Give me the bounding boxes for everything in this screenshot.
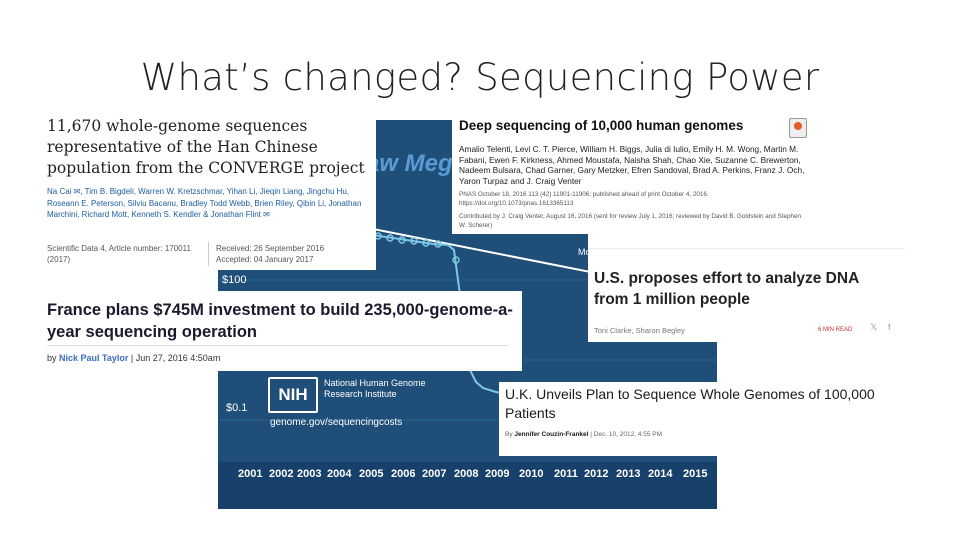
facebook-icon[interactable]: f [888,322,891,332]
deep-authors: Amalio Telenti, Levi C. T. Pierce, Willi… [459,144,805,186]
converge-article-card: 11,670 whole-genome sequences representa… [40,112,376,270]
nih-credit: NIH National Human Genome Research Insti… [268,375,444,437]
nih-url: genome.gov/sequencingcosts [270,417,403,428]
converge-journal-line: Scientific Data 4, Article number: 17001… [47,244,191,253]
x-tick: 2007 [422,468,447,480]
france-by: by [47,353,57,363]
x-tick: 2005 [359,468,384,480]
france-divider [47,345,509,346]
uk-title[interactable]: U.K. Unveils Plan to Sequence Whole Geno… [505,386,875,421]
x-tick: 2013 [616,468,641,480]
x-tick: 2010 [519,468,544,480]
deep-contributed: Contributed by J. Craig Venter, August 1… [459,213,801,229]
converge-dates: Received: 26 September 2016 Accepted: 04… [216,243,324,265]
converge-journal: Scientific Data 4, Article number: 17001… [47,243,191,265]
uk-author[interactable]: Jennifer Couzin-Frankel [514,431,589,438]
deep-citation: PNAS October 18, 2016 113 (42) 11901-119… [459,191,709,207]
deep-sequencing-card: Deep sequencing of 10,000 human genomes … [452,114,814,234]
x-tick: 2008 [454,468,479,480]
x-tick: 2012 [584,468,609,480]
converge-received: Received: 26 September 2016 [216,244,325,253]
x-tick: 2002 [269,468,294,480]
us-nav-strip [588,234,905,249]
x-axis [218,462,717,509]
france-byline: by Nick Paul Taylor | Jun 27, 2016 4:50a… [47,353,220,363]
us-byline[interactable]: Toni Clarke, Sharon Begley [594,326,685,335]
y-tick-100: $100 [222,274,247,286]
x-tick: 2006 [391,468,416,480]
x-tick: 2015 [683,468,708,480]
x-tick: 2001 [238,468,263,480]
france-author[interactable]: Nick Paul Taylor [59,353,129,363]
uk-date: Dec. 10, 2012, 4:55 PM [593,431,663,438]
x-tick: 2004 [327,468,352,480]
x-tick: 2011 [554,468,578,480]
y-tick-0-1: $0.1 [226,402,248,414]
twitter-icon[interactable]: 𝕏 [870,322,878,332]
pnas-badge-icon [789,118,807,138]
us-article-card: U.S. proposes effort to analyze DNA from… [588,234,905,342]
nih-logo: NIH [268,377,318,413]
x-tick: 2014 [648,468,673,480]
france-title[interactable]: France plans $745M investment to build 2… [47,301,513,341]
x-tick: 2009 [485,468,510,480]
us-read-time: 6 MIN READ [818,327,853,333]
converge-journal-year: (2017) [47,255,71,264]
converge-authors[interactable]: Na Cai ✉, Tim B. Bigdeli, Warren W. Kret… [47,187,362,219]
us-title[interactable]: U.S. proposes effort to analyze DNA from… [594,270,859,308]
x-tick: 2003 [297,468,322,480]
converge-title[interactable]: 11,670 whole-genome sequences representa… [47,117,365,177]
uk-by: By [505,431,513,438]
france-article-card: France plans $745M investment to build 2… [40,291,522,371]
deep-title[interactable]: Deep sequencing of 10,000 human genomes [459,118,744,133]
converge-accepted: Accepted: 04 January 2017 [216,255,314,264]
france-sep: | [130,353,136,363]
slide-title: What’s changed? Sequencing Power [140,56,820,99]
converge-divider [208,242,209,266]
uk-sep: | [590,431,594,438]
uk-article-card: U.K. Unveils Plan to Sequence Whole Geno… [499,382,881,456]
uk-byline: By Jennifer Couzin-Frankel | Dec. 10, 20… [505,431,662,438]
nih-org-name: National Human Genome Research Institute [324,378,426,399]
france-date: Jun 27, 2016 4:50am [135,353,221,363]
